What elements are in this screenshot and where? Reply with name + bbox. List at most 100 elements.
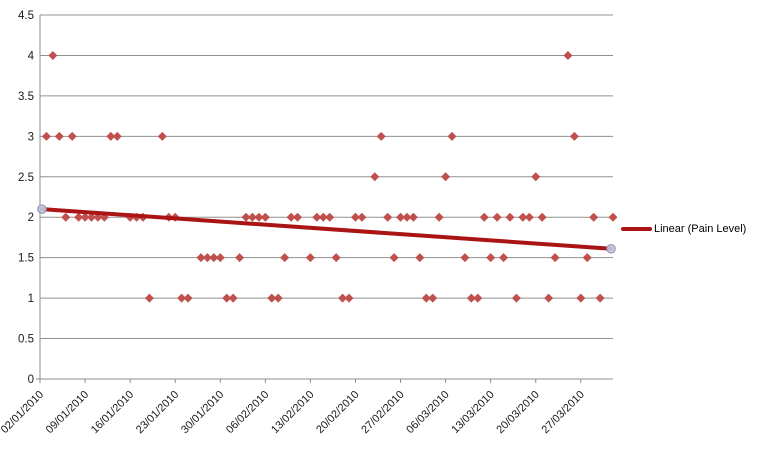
data-point[interactable] [215,253,225,263]
trendline-endpoint[interactable] [37,204,47,214]
data-point[interactable] [254,212,264,222]
x-tick-label: 23/01/2010 [134,389,181,436]
x-tick-label: 02/01/2010 [0,389,46,436]
data-point[interactable] [505,212,515,222]
data-point[interactable] [67,131,77,141]
legend-line-swatch [621,227,652,231]
data-point[interactable] [106,131,116,141]
data-point[interactable] [209,253,219,263]
data-point[interactable] [486,253,496,263]
data-point[interactable] [177,293,187,303]
y-tick-label: 1 [28,293,34,305]
data-point[interactable] [576,293,586,303]
data-point[interactable] [331,253,341,263]
legend[interactable]: Linear (Pain Level) [621,223,746,235]
x-tick-label: 06/02/2010 [224,389,271,436]
data-point[interactable] [54,131,64,141]
data-point[interactable] [550,253,560,263]
legend-label: Linear (Pain Level) [654,223,747,235]
data-point[interactable] [608,212,618,222]
x-tick-label: 27/02/2010 [359,389,406,436]
data-point[interactable] [499,253,509,263]
data-point[interactable] [582,253,592,263]
data-point[interactable] [350,212,360,222]
data-point[interactable] [267,293,277,303]
data-point[interactable] [408,212,418,222]
data-point[interactable] [74,212,84,222]
data-point[interactable] [157,131,167,141]
data-point[interactable] [144,293,154,303]
data-point[interactable] [241,212,251,222]
data-point[interactable] [318,212,328,222]
data-point[interactable] [344,293,354,303]
data-point[interactable] [544,293,554,303]
data-point[interactable] [434,212,444,222]
data-point[interactable] [428,293,438,303]
data-point[interactable] [415,253,425,263]
data-point[interactable] [376,131,386,141]
data-point[interactable] [228,293,238,303]
x-tick-labels: 02/01/201009/01/201016/01/201023/01/2010… [0,389,587,436]
data-point[interactable] [441,172,451,182]
data-point[interactable] [222,293,232,303]
data-point[interactable] [421,293,431,303]
data-point[interactable] [305,253,315,263]
data-point[interactable] [293,212,303,222]
data-point[interactable] [511,293,521,303]
data-point[interactable] [338,293,348,303]
data-point[interactable] [537,212,547,222]
data-point[interactable] [61,212,71,222]
y-tick-label: 1.5 [18,253,34,265]
x-tick-label: 20/03/2010 [494,389,541,436]
x-tick-label: 09/01/2010 [44,389,91,436]
data-point[interactable] [531,172,541,182]
y-tick-label: 3.5 [18,91,34,103]
data-point[interactable] [479,212,489,222]
data-point[interactable] [396,212,406,222]
data-point[interactable] [196,253,206,263]
y-tick-label: 0.5 [18,334,34,346]
data-point[interactable] [80,212,90,222]
data-point[interactable] [460,253,470,263]
data-point[interactable] [563,50,573,60]
data-point[interactable] [383,212,393,222]
data-point[interactable] [518,212,528,222]
data-point[interactable] [202,253,212,263]
data-point[interactable] [389,253,399,263]
y-tick-label: 2 [28,212,34,224]
data-point[interactable] [286,212,296,222]
data-point[interactable] [357,212,367,222]
linear-trendline [37,204,616,254]
data-point[interactable] [447,131,457,141]
data-point[interactable] [370,172,380,182]
data-point[interactable] [492,212,502,222]
data-point[interactable] [280,253,290,263]
data-point[interactable] [87,212,97,222]
data-point[interactable] [325,212,335,222]
data-point[interactable] [260,212,270,222]
x-tick-label: 13/03/2010 [449,389,496,436]
data-point[interactable] [183,293,193,303]
trendline[interactable] [40,207,613,251]
data-point[interactable] [569,131,579,141]
data-point[interactable] [235,253,245,263]
data-point[interactable] [402,212,412,222]
data-point[interactable] [41,131,51,141]
data-point[interactable] [595,293,605,303]
data-point[interactable] [589,212,599,222]
data-point[interactable] [112,131,122,141]
data-point[interactable] [312,212,322,222]
data-point[interactable] [247,212,257,222]
x-tick-label: 06/03/2010 [404,389,451,436]
y-tick-label: 3 [28,131,34,143]
trendline-endpoint[interactable] [606,243,616,254]
data-point[interactable] [273,293,283,303]
data-point[interactable] [48,50,58,60]
data-point[interactable] [524,212,534,222]
x-tick-label: 27/03/2010 [540,389,587,436]
data-point[interactable] [473,293,483,303]
y-tick-label: 0 [28,374,34,386]
data-point[interactable] [466,293,476,303]
